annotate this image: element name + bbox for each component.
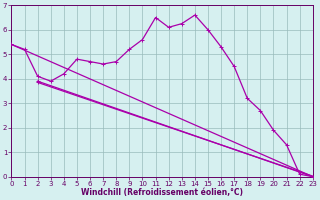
X-axis label: Windchill (Refroidissement éolien,°C): Windchill (Refroidissement éolien,°C) bbox=[81, 188, 243, 197]
